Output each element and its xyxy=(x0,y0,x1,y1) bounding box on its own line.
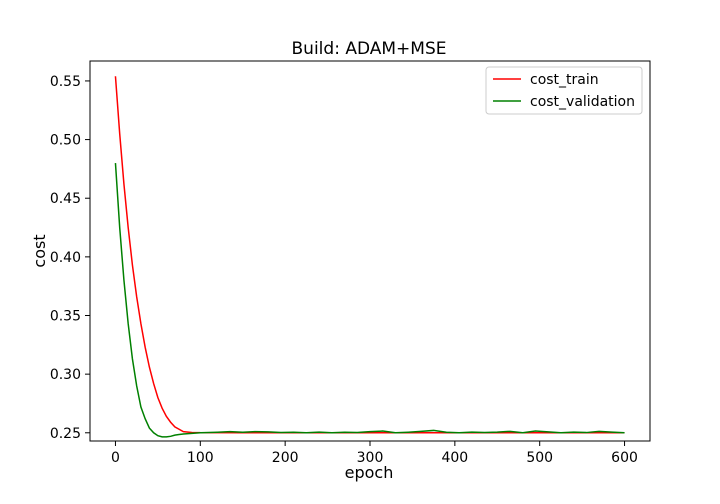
x-tick-label: 400 xyxy=(441,450,468,466)
plot-frame xyxy=(89,60,651,442)
y-tick-label: 0.40 xyxy=(50,250,81,266)
y-axis: 0.25 0.30 0.35 0.40 0.45 0.50 0.55 xyxy=(50,74,90,442)
chart-title: Build: ADAM+MSE xyxy=(292,39,447,59)
y-tick-label: 0.30 xyxy=(50,367,81,383)
legend-label: cost_train xyxy=(530,72,599,88)
x-tick-label: 300 xyxy=(357,450,384,466)
y-tick-label: 0.35 xyxy=(50,309,81,325)
x-tick-label: 0 xyxy=(111,450,120,466)
x-tick-label: 100 xyxy=(187,450,214,466)
series-line-cost-train xyxy=(114,76,625,434)
series-line-cost-validation xyxy=(114,162,625,438)
x-axis-label: epoch xyxy=(345,463,394,482)
x-tick-label: 200 xyxy=(272,450,299,466)
x-tick-label: 600 xyxy=(611,450,638,466)
y-tick-label: 0.50 xyxy=(50,133,81,149)
plot-lines xyxy=(114,76,625,438)
x-axis: 0 100 200 300 400 500 600 xyxy=(111,441,638,466)
y-axis-label: cost xyxy=(30,234,49,267)
legend-label: cost_validation xyxy=(530,94,635,110)
legend-box xyxy=(485,66,643,115)
y-tick-label: 0.45 xyxy=(50,191,81,207)
x-tick-label: 500 xyxy=(526,450,553,466)
y-tick-label: 0.55 xyxy=(50,74,81,90)
legend: cost_train cost_validation xyxy=(485,66,643,115)
y-tick-label: 0.25 xyxy=(50,426,81,442)
